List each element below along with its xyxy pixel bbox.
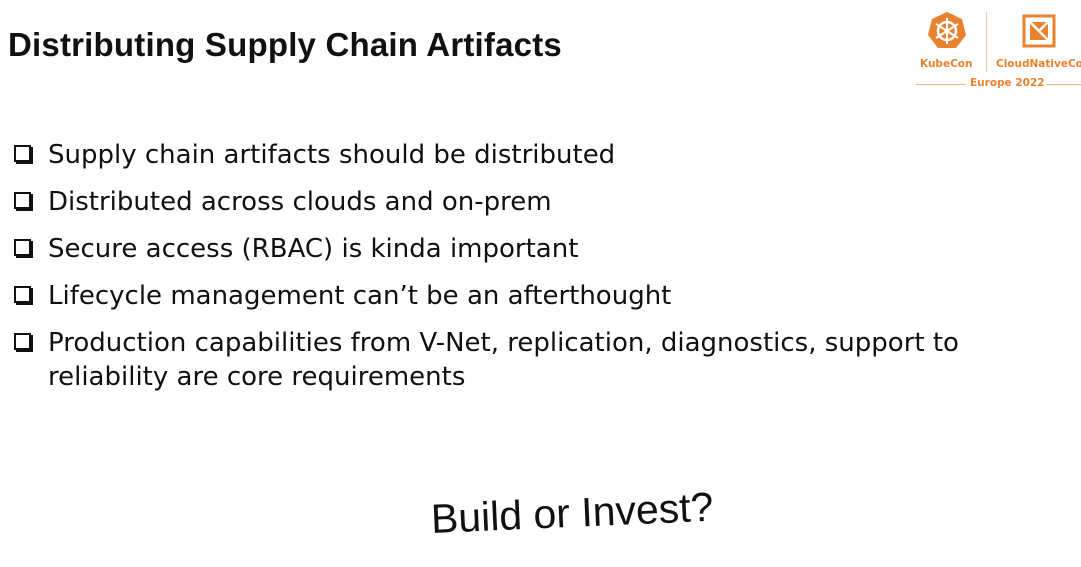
bullet-text: Supply chain artifacts should be distrib… — [48, 140, 616, 170]
slide-title: Distributing Supply Chain Artifacts — [8, 26, 562, 63]
bullet-text: Lifecycle management can’t be an afterth… — [48, 281, 672, 311]
logo-kubecon-text: KubeCon — [920, 58, 973, 70]
bullet-item: Distributed across clouds and on-prem — [14, 185, 1054, 219]
logo-cloudnativecon-text: CloudNativeCon — [996, 58, 1081, 70]
logo-divider — [986, 12, 987, 72]
bullet-text: Distributed across clouds and on-prem — [48, 187, 552, 217]
bullet-text: Secure access (RBAC) is kinda important — [48, 234, 579, 264]
logo-event-text: Europe 2022 — [970, 77, 1045, 89]
bullet-item: Secure access (RBAC) is kinda important — [14, 232, 1054, 266]
kubecon-logo: KubeCon CloudNativeCon Europe 2022 — [912, 8, 1081, 96]
closing-question: Build or Invest? — [429, 483, 715, 543]
checkbox-icon — [14, 333, 31, 350]
kubernetes-helm-icon — [928, 12, 966, 48]
checkbox-icon — [14, 286, 31, 303]
logo-rule-left — [916, 84, 966, 85]
logo-rule-right — [1046, 84, 1081, 85]
bullet-text: Production capabilities from V-Net, repl… — [48, 328, 959, 392]
checkbox-icon — [14, 192, 31, 209]
bullet-item: Production capabilities from V-Net, repl… — [14, 326, 1054, 394]
bullet-list: Supply chain artifacts should be distrib… — [14, 138, 1054, 407]
bullet-item: Lifecycle management can’t be an afterth… — [14, 279, 1054, 313]
cncf-icon — [1022, 14, 1056, 48]
checkbox-icon — [14, 145, 31, 162]
bullet-item: Supply chain artifacts should be distrib… — [14, 138, 1054, 172]
checkbox-icon — [14, 239, 31, 256]
